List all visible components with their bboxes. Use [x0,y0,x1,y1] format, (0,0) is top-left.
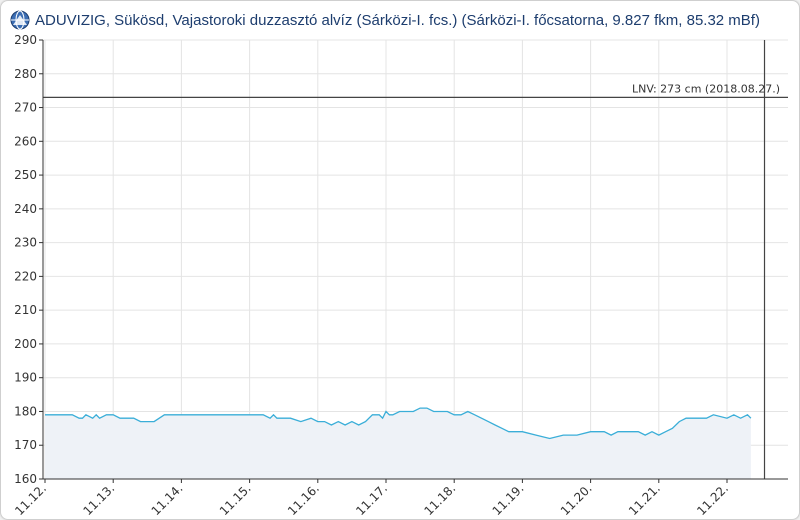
series-fill [45,408,751,479]
x-tick-label: 11.15. [217,481,254,518]
x-tick-label: 11.14. [149,481,186,518]
y-tick-label: 180 [14,404,37,418]
reference-label: LNV: 273 cm (2018.08.27.) [632,82,780,95]
y-tick-label: 240 [14,202,37,216]
window-title: ADUVIZIG, Sükösd, Vajastoroki duzzasztó … [35,11,760,29]
station-globe-icon [10,10,30,30]
y-tick-label: 290 [14,33,37,47]
series-line [45,407,752,440]
x-tick-label: 11.16. [285,481,322,518]
title-bar: ADUVIZIG, Sükösd, Vajastoroki duzzasztó … [9,7,760,33]
x-tick-label: 11.18. [421,481,458,518]
x-tick-label: 11.17. [353,481,390,518]
x-axis-ticks: 11.12. 11.13. 11.14. 11.15. 11.16. 11.17. 11.1… [12,479,731,518]
x-tick-label: 11.20. [558,481,595,518]
x-tick-label: 11.12. [12,481,49,518]
axes [42,40,788,480]
y-axis-ticks: 160 170 180 190 200 210 220 230 240 250 260 270 280 2… [14,33,43,486]
y-tick-label: 170 [14,438,37,452]
x-tick-label: 11.13. [80,481,117,518]
y-tick-label: 270 [14,101,37,115]
y-tick-label: 250 [14,168,37,182]
y-tick-label: 230 [14,236,37,250]
series-area [45,407,752,479]
x-tick-label: 11.22. [694,481,731,518]
x-tick-label: 11.19. [490,481,527,518]
y-tick-label: 220 [14,269,37,283]
y-tick-label: 210 [14,303,37,317]
y-tick-label: 160 [14,472,37,486]
reference-line-group: LNV: 273 cm (2018.08.27.) [43,40,788,479]
x-tick-label: 11.21. [626,481,663,518]
y-tick-label: 280 [14,67,37,81]
y-tick-label: 260 [14,134,37,148]
y-tick-label: 190 [14,371,37,385]
y-tick-label: 200 [14,337,37,351]
